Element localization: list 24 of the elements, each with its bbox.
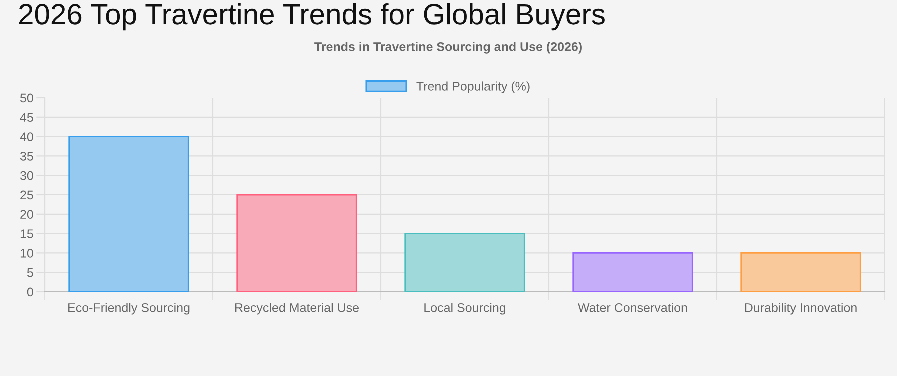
chart-title: 2026 Top Travertine Trends for Global Buyers (19, 3, 605, 31)
bar (572, 252, 694, 292)
bar (404, 233, 526, 292)
x-tick-label: Eco-Friendly Sourcing (68, 303, 190, 315)
y-tick-label: 35 (20, 152, 34, 161)
bar (740, 252, 862, 292)
y-tick-label: 40 (20, 132, 34, 142)
y-tick-label: 50 (20, 94, 34, 103)
y-tick-label: 30 (20, 171, 34, 180)
x-tick-label: Water Conservation (578, 303, 688, 312)
legend-label: Trend Popularity (%) (416, 82, 530, 94)
bar (236, 194, 358, 292)
y-tick-label: 25 (20, 190, 34, 200)
y-tick-label: 15 (20, 230, 34, 238)
y-tick-label: 45 (20, 113, 34, 122)
bar (68, 136, 190, 292)
y-tick-label: 5 (27, 268, 34, 278)
y-tick-label: 20 (20, 210, 34, 220)
x-tick-label: Durability Innovation (745, 303, 857, 315)
x-tick-label: Local Sourcing (424, 303, 506, 315)
chart-subtitle: Trends in Travertine Sourcing and Use (2026) (314, 42, 582, 54)
x-tick-label: Recycled Material Use (236, 303, 359, 315)
y-tick-label: 0 (27, 288, 34, 297)
y-tick-label: 10 (20, 249, 34, 258)
